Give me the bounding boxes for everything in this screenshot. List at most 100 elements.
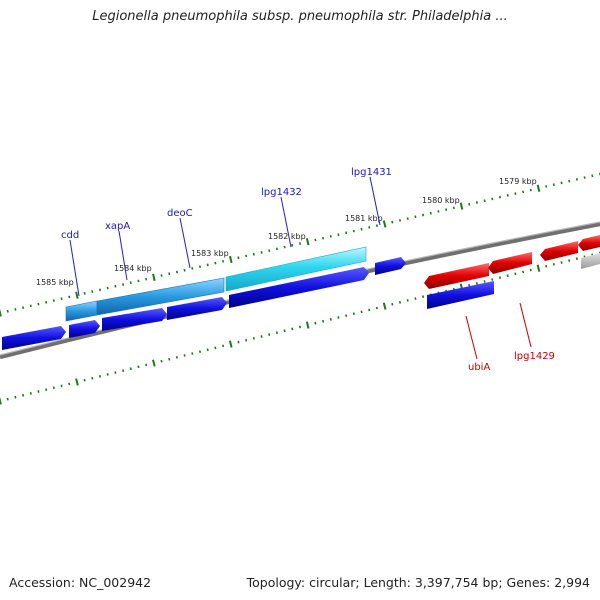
outer-scale-minor-tick <box>260 251 263 254</box>
inner-scale-minor-tick <box>168 357 171 361</box>
inner-scale-minor-tick <box>545 264 548 268</box>
outer-scale-minor-tick <box>268 249 271 252</box>
outer-scale-minor-tick <box>214 261 217 265</box>
outer-scale-major-tick <box>305 238 310 246</box>
outer-scale-minor-tick <box>522 190 525 194</box>
gene-reverse-3[interactable] <box>540 241 578 261</box>
gene-forward-4[interactable] <box>167 297 227 320</box>
gene-forward-3[interactable] <box>102 308 167 331</box>
inner-scale-minor-tick <box>329 318 332 321</box>
scale-label-1585: 1585 kbp <box>36 278 74 287</box>
inner-scale-minor-tick <box>422 295 425 299</box>
inner-scale-minor-tick <box>175 355 178 359</box>
outer-scale-major-tick <box>152 273 156 282</box>
outer-scale-minor-tick <box>252 252 255 256</box>
gene-forward-6[interactable] <box>375 257 406 275</box>
scale-label-1580: 1580 kbp <box>422 196 460 205</box>
inner-scale-minor-tick <box>198 350 202 354</box>
outer-scale-major-tick <box>75 291 79 299</box>
gene-forward-1[interactable] <box>2 326 66 350</box>
gene-label-deoc[interactable]: deoC <box>167 208 193 219</box>
inner-scale-major-tick <box>228 340 233 348</box>
outer-scale-minor-tick <box>529 188 532 192</box>
outer-scale-minor-tick <box>298 242 302 245</box>
outer-scale-minor-tick <box>145 277 148 281</box>
connector-ubia <box>465 315 478 360</box>
inner-scale-minor-tick <box>237 340 240 344</box>
scale-label-1579: 1579 kbp <box>499 177 537 186</box>
gene-gray[interactable] <box>581 253 600 269</box>
outer-scale-minor-tick <box>329 235 332 238</box>
outer-scale-minor-tick <box>337 233 340 236</box>
inner-scale-minor-tick <box>514 272 517 276</box>
outer-scale-ring <box>0 172 600 317</box>
inner-scale-minor-tick <box>368 308 371 312</box>
inner-scale-minor-tick <box>122 369 125 373</box>
outer-scale-minor-tick <box>398 218 402 222</box>
inner-scale-minor-tick <box>391 302 394 306</box>
gene-label-cdd[interactable]: cdd <box>61 230 79 241</box>
inner-scale-minor-tick <box>352 312 355 316</box>
inner-scale-minor-tick <box>6 397 9 401</box>
inner-scale-minor-tick <box>137 365 140 369</box>
outer-scale-minor-tick <box>314 238 317 242</box>
inner-scale-minor-tick <box>106 373 109 376</box>
gene-label-lpg1432[interactable]: lpg1432 <box>261 187 302 198</box>
gene-forward-5[interactable] <box>229 267 369 308</box>
inner-scale-minor-tick <box>345 314 348 317</box>
inner-scale-minor-tick <box>414 297 417 300</box>
inner-scale-major-tick <box>305 321 310 329</box>
gene-forward-2[interactable] <box>69 320 100 338</box>
connector-lpg1431 <box>369 176 381 226</box>
connector-deoc <box>179 217 191 269</box>
inner-scale-minor-tick <box>191 352 194 355</box>
outer-scale-minor-tick <box>429 211 432 215</box>
gene-label-ubia[interactable]: ubiA <box>468 362 490 373</box>
outer-scale-minor-tick <box>552 183 555 187</box>
gene-lpg1432-highlight[interactable] <box>225 246 367 292</box>
outer-scale-minor-tick <box>45 300 48 304</box>
outer-scale-minor-tick <box>568 179 571 183</box>
outer-scale-minor-tick <box>245 254 248 258</box>
outer-scale-minor-tick <box>168 272 171 276</box>
outer-scale-minor-tick <box>352 229 355 233</box>
outer-scale-minor-tick <box>452 206 455 210</box>
inner-scale-minor-tick <box>245 338 248 342</box>
inner-scale-minor-tick <box>491 278 494 281</box>
inner-scale-minor-tick <box>468 283 471 287</box>
outer-scale-minor-tick <box>122 283 125 286</box>
gene-reverse-1[interactable] <box>424 263 489 289</box>
gene-reverse-4[interactable] <box>578 235 600 251</box>
outer-scale-minor-tick <box>275 247 278 251</box>
gene-label-xapa[interactable]: xapA <box>105 221 130 232</box>
inner-scale-minor-tick <box>337 316 340 319</box>
outer-scale-minor-tick <box>160 274 163 277</box>
gene-label-lpg1431[interactable]: lpg1431 <box>351 167 392 178</box>
inner-scale-minor-tick <box>322 319 325 323</box>
inner-scale-minor-tick <box>52 386 55 390</box>
outer-scale-minor-tick <box>29 304 32 308</box>
outer-scale-minor-tick <box>583 176 586 179</box>
connector-lpg1432 <box>280 196 292 248</box>
gene-xapa-deoc-highlight[interactable] <box>96 277 225 316</box>
connector-cdd <box>69 239 80 297</box>
inner-scale-major-tick <box>75 378 79 386</box>
inner-scale-minor-tick <box>252 337 255 340</box>
gene-cdd[interactable] <box>65 300 98 322</box>
outer-scale-minor-tick <box>83 292 86 295</box>
gene-label-lpg1429[interactable]: lpg1429 <box>514 351 555 362</box>
inner-scale-minor-tick <box>68 382 71 386</box>
outer-scale-minor-tick <box>206 263 209 267</box>
outer-scale-minor-tick <box>222 260 225 263</box>
gene-reverse-2[interactable] <box>488 252 532 274</box>
outer-scale-minor-tick <box>322 236 325 240</box>
inner-scale-minor-tick <box>160 359 163 363</box>
inner-scale-major-tick <box>152 359 156 367</box>
outer-scale-minor-tick <box>506 194 509 197</box>
inner-scale-minor-tick <box>522 270 525 274</box>
gene-ubia-forward[interactable] <box>427 281 494 309</box>
outer-scale-major-tick <box>459 202 464 210</box>
outer-scale-minor-tick <box>91 290 94 293</box>
inner-scale-minor-tick <box>291 327 294 331</box>
outer-scale-minor-tick <box>129 281 132 285</box>
